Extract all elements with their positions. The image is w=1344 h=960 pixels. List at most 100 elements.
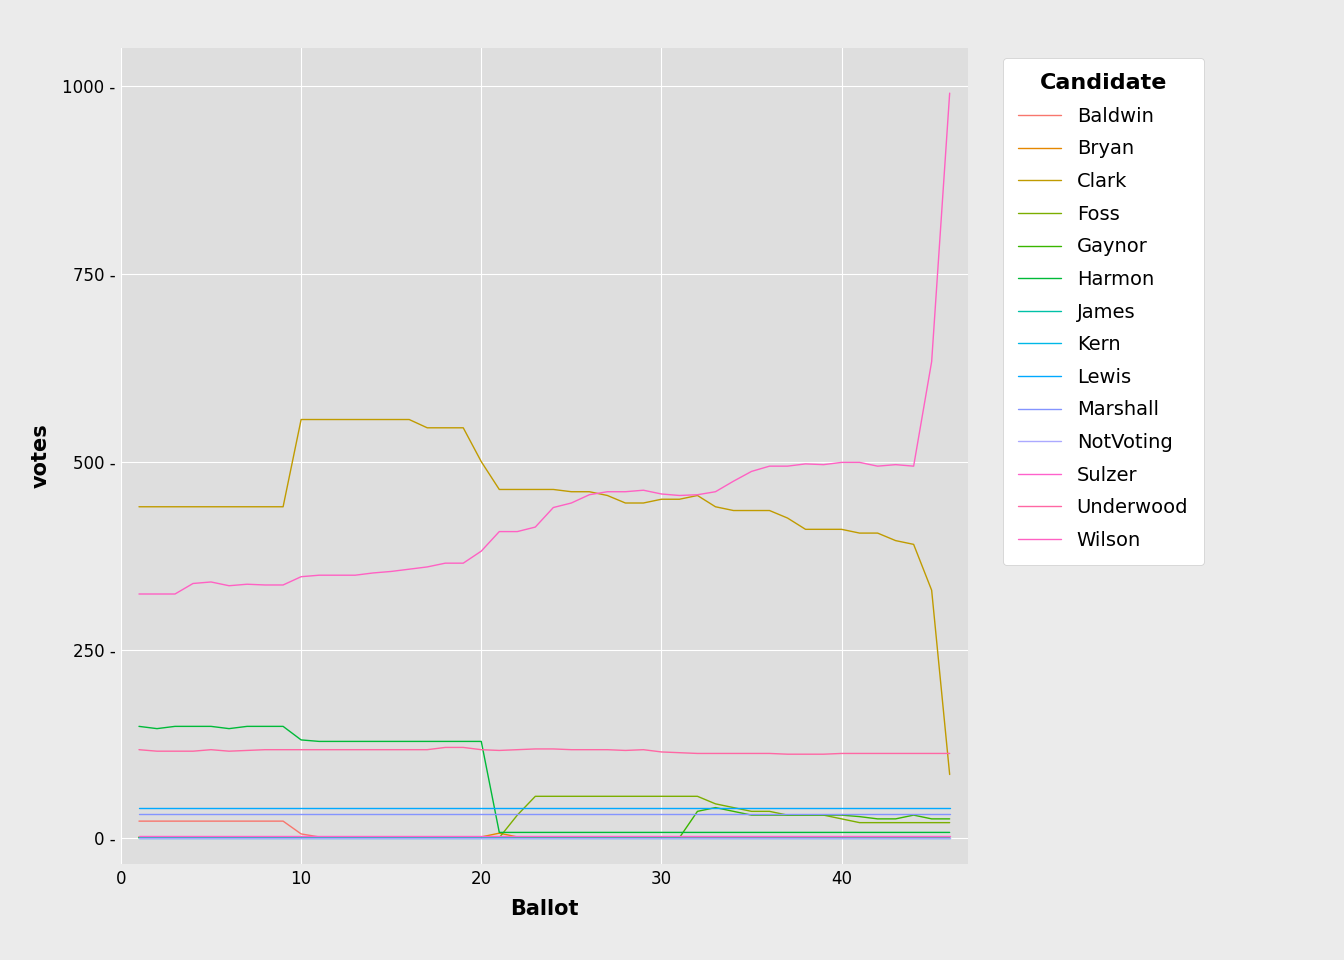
NotVoting [689, 832, 706, 844]
Underwood [509, 744, 526, 756]
Clark [130, 501, 146, 513]
Underwood [797, 749, 813, 760]
Bryan [923, 831, 939, 843]
Clark [653, 493, 669, 505]
NotVoting [419, 832, 435, 844]
Foss [636, 790, 652, 802]
Wilson [707, 486, 723, 497]
Bryan [347, 831, 363, 843]
James [599, 831, 616, 843]
Foss [220, 832, 237, 844]
Wilson [762, 461, 778, 472]
Baldwin [401, 831, 417, 843]
Gaynor [329, 832, 345, 844]
NotVoting [870, 832, 886, 844]
James [167, 832, 183, 844]
Wilson [130, 588, 146, 600]
Lewis [707, 802, 723, 813]
Marshall [870, 808, 886, 820]
Gaynor [923, 813, 939, 825]
Line: Harmon: Harmon [138, 727, 950, 832]
James [563, 831, 579, 843]
Kern [203, 832, 219, 844]
James [149, 832, 165, 844]
Baldwin [563, 832, 579, 844]
Foss [816, 809, 832, 821]
James [707, 831, 723, 843]
Sulzer [276, 830, 292, 842]
Harmon [582, 827, 598, 838]
Gaynor [473, 832, 489, 844]
Clark [942, 769, 958, 780]
Lewis [582, 802, 598, 813]
Underwood [473, 744, 489, 756]
Foss [653, 790, 669, 802]
Gaynor [167, 832, 183, 844]
Marshall [167, 808, 183, 820]
Wilson [906, 461, 922, 472]
Harmon [942, 827, 958, 838]
Lewis [689, 802, 706, 813]
James [239, 832, 255, 844]
Lewis [239, 802, 255, 813]
Foss [923, 817, 939, 828]
Kern [220, 832, 237, 844]
Underwood [563, 744, 579, 756]
Lewis [816, 802, 832, 813]
Underwood [546, 743, 562, 755]
Lewis [437, 802, 453, 813]
Bryan [780, 831, 796, 843]
NotVoting [653, 832, 669, 844]
Kern [617, 832, 633, 844]
James [780, 831, 796, 843]
Gaynor [563, 832, 579, 844]
Marshall [185, 808, 202, 820]
Marshall [130, 808, 146, 820]
Gaynor [401, 832, 417, 844]
NotVoting [636, 832, 652, 844]
Gaynor [887, 813, 903, 825]
Gaynor [149, 832, 165, 844]
Gaynor [257, 832, 273, 844]
Foss [437, 832, 453, 844]
Kern [852, 832, 868, 844]
Underwood [816, 749, 832, 760]
Lewis [780, 802, 796, 813]
Kern [509, 832, 526, 844]
Wilson [689, 489, 706, 500]
Clark [833, 523, 849, 535]
Sulzer [887, 830, 903, 842]
Sulzer [203, 830, 219, 842]
Harmon [653, 827, 669, 838]
Foss [870, 817, 886, 828]
Kern [167, 832, 183, 844]
Sulzer [419, 830, 435, 842]
Kern [149, 832, 165, 844]
NotVoting [456, 832, 472, 844]
Harmon [563, 827, 579, 838]
Bryan [582, 831, 598, 843]
Underwood [276, 744, 292, 756]
Foss [366, 832, 382, 844]
Clark [329, 414, 345, 425]
Clark [707, 501, 723, 513]
Clark [366, 414, 382, 425]
Kern [599, 832, 616, 844]
Clark [293, 414, 309, 425]
Wilson [276, 579, 292, 590]
Sulzer [852, 830, 868, 842]
James [527, 831, 543, 843]
Gaynor [689, 805, 706, 817]
Bryan [149, 831, 165, 843]
Underwood [707, 748, 723, 759]
Baldwin [383, 831, 399, 843]
Baldwin [726, 832, 742, 844]
Kern [546, 832, 562, 844]
NotVoting [707, 832, 723, 844]
Clark [887, 535, 903, 546]
Underwood [887, 748, 903, 759]
Baldwin [293, 828, 309, 840]
Marshall [437, 808, 453, 820]
Lewis [509, 802, 526, 813]
NotVoting [383, 832, 399, 844]
